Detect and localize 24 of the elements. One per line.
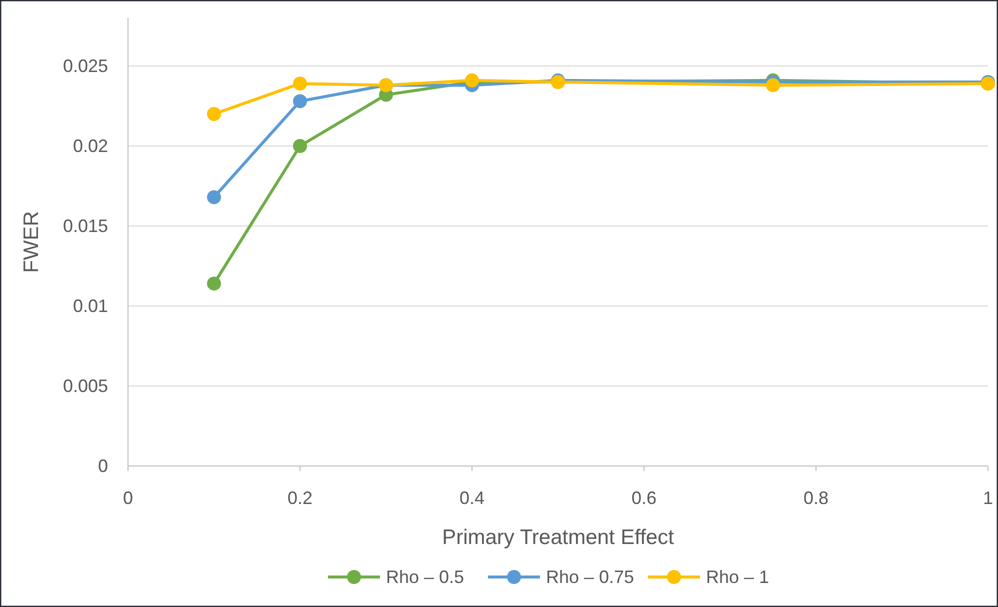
x-tick-label: 0.6 bbox=[631, 488, 657, 508]
x-tick-label: 0 bbox=[122, 488, 134, 508]
y-tick-label: 0.015 bbox=[62, 216, 108, 236]
legend-label: Rho – 1 bbox=[706, 567, 770, 587]
legend-label: Rho – 0.5 bbox=[386, 567, 464, 587]
y-tick-label: 0.025 bbox=[62, 56, 108, 76]
legend-label: Rho – 0.75 bbox=[546, 567, 634, 587]
x-tick-label: 0.4 bbox=[459, 488, 485, 508]
point bbox=[293, 139, 307, 153]
point bbox=[207, 107, 221, 121]
x-axis-title: Primary Treatment Effect bbox=[442, 526, 674, 549]
point bbox=[293, 76, 307, 91]
x-tick-label: 1 bbox=[982, 488, 994, 508]
y-tick-label: 0.01 bbox=[72, 296, 108, 316]
y-tick-label: 0.02 bbox=[72, 136, 108, 156]
point bbox=[293, 94, 307, 108]
y-axis-title: FWER bbox=[20, 211, 43, 273]
y-tick-label: 0 bbox=[98, 456, 108, 476]
x-tick-label: 0.8 bbox=[803, 488, 829, 508]
point bbox=[207, 276, 221, 291]
x-tick-label: 0.2 bbox=[287, 488, 313, 508]
y-tick-label: 0.005 bbox=[62, 376, 108, 396]
point bbox=[207, 190, 221, 204]
point bbox=[766, 78, 780, 92]
